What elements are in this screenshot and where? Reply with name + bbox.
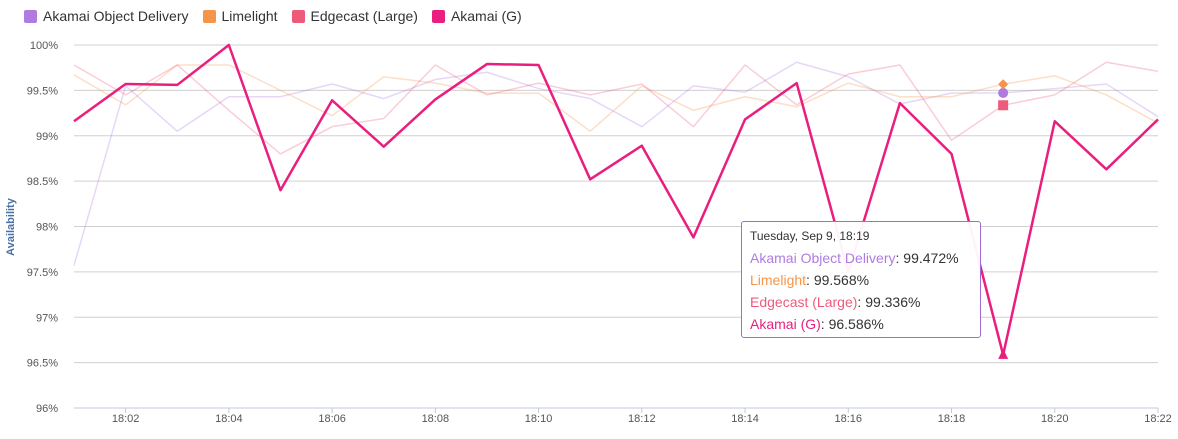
legend-swatch — [24, 9, 37, 23]
x-tick-label: 18:18 — [938, 413, 966, 425]
tooltip-row-edgecast-large: Edgecast (Large): 99.336% — [750, 294, 921, 310]
tooltip-series-name: Edgecast (Large) — [750, 294, 858, 310]
y-axis-label: Availability — [5, 197, 17, 256]
legend-swatch — [431, 9, 445, 23]
series-line-limelight — [73, 64, 1159, 132]
hover-markers — [998, 79, 1009, 359]
legend-label: Edgecast (Large) — [310, 8, 418, 24]
x-tick-label: 18:20 — [1041, 413, 1069, 425]
axes: 96% 96.5% 97% 97.5% 98% 98.5% 99% 99.5% 100% 18:0… — [27, 40, 1172, 425]
x-tick-label: 18:04 — [215, 413, 243, 425]
series-lines — [73, 43, 1159, 357]
y-tick-label: 100% — [30, 40, 58, 52]
legend-label: Limelight — [221, 8, 278, 24]
series-line-akamai-g — [73, 43, 1159, 357]
tooltip-value: 99.336% — [865, 294, 921, 310]
y-tick-label: 97.5% — [27, 267, 58, 279]
legend-item-edgecast-large[interactable]: Edgecast (Large) — [291, 8, 418, 24]
x-tick-label: 18:06 — [318, 413, 346, 425]
x-tick-label: 18:16 — [835, 413, 863, 425]
y-tick-label: 96% — [36, 403, 58, 415]
legend-item-limelight[interactable]: Limelight — [202, 8, 278, 24]
legend-label: Akamai Object Delivery — [43, 8, 189, 24]
tooltip-value: 99.472% — [903, 250, 959, 266]
tooltip-row-akamai-object-delivery: Akamai Object Delivery: 99.472% — [750, 250, 959, 266]
point-marker-edgecast-large — [998, 100, 1009, 111]
y-tick-label: 97% — [36, 312, 58, 324]
x-tick-label: 18:14 — [731, 413, 759, 425]
legend-item-akamai-object-delivery[interactable]: Akamai Object Delivery — [24, 8, 189, 24]
y-tick-label: 99% — [36, 131, 58, 143]
tooltip-value: 96.586% — [828, 316, 884, 332]
grid-lines — [74, 44, 1158, 409]
legend-swatch — [291, 9, 305, 23]
tooltip-series-name: Limelight — [750, 272, 807, 288]
tooltip-title: Tuesday, Sep 9, 18:19 — [750, 229, 870, 243]
tooltip-value: 99.568% — [813, 272, 870, 288]
tooltip-row-limelight: Limelight: 99.568% — [750, 272, 870, 288]
tooltip-series-name: Akamai (G) — [750, 316, 821, 332]
y-tick-label: 99.5% — [27, 85, 58, 97]
tooltip-series-name: Akamai Object Delivery — [750, 250, 896, 266]
legend-item-akamai-g[interactable]: Akamai (G) — [431, 8, 522, 24]
x-tick-label: 18:10 — [525, 413, 553, 425]
y-tick-label: 98.5% — [27, 176, 58, 188]
x-tick-label: 18:08 — [422, 413, 450, 425]
point-marker-limelight — [998, 79, 1009, 90]
y-tick-label: 98% — [36, 222, 58, 234]
series-line-edgecast-large — [73, 61, 1159, 155]
y-tick-label: 96.5% — [27, 358, 58, 370]
chart-legend: Akamai Object Delivery Limelight Edgecas… — [24, 8, 522, 24]
series-line-akamai-object-delivery — [73, 61, 1159, 266]
tooltip-row-akamai-g: Akamai (G): 96.586% — [750, 316, 884, 332]
legend-swatch — [202, 9, 216, 23]
hover-tooltip: Tuesday, Sep 9, 18:19 Akamai Object Deli… — [741, 221, 981, 338]
legend-label: Akamai (G) — [450, 8, 522, 24]
x-tick-label: 18:22 — [1144, 413, 1172, 425]
x-tick-label: 18:12 — [628, 413, 656, 425]
x-tick-label: 18:02 — [112, 413, 140, 425]
point-marker-akamai-object-delivery — [998, 87, 1009, 98]
point-marker-akamai-g — [998, 348, 1009, 359]
